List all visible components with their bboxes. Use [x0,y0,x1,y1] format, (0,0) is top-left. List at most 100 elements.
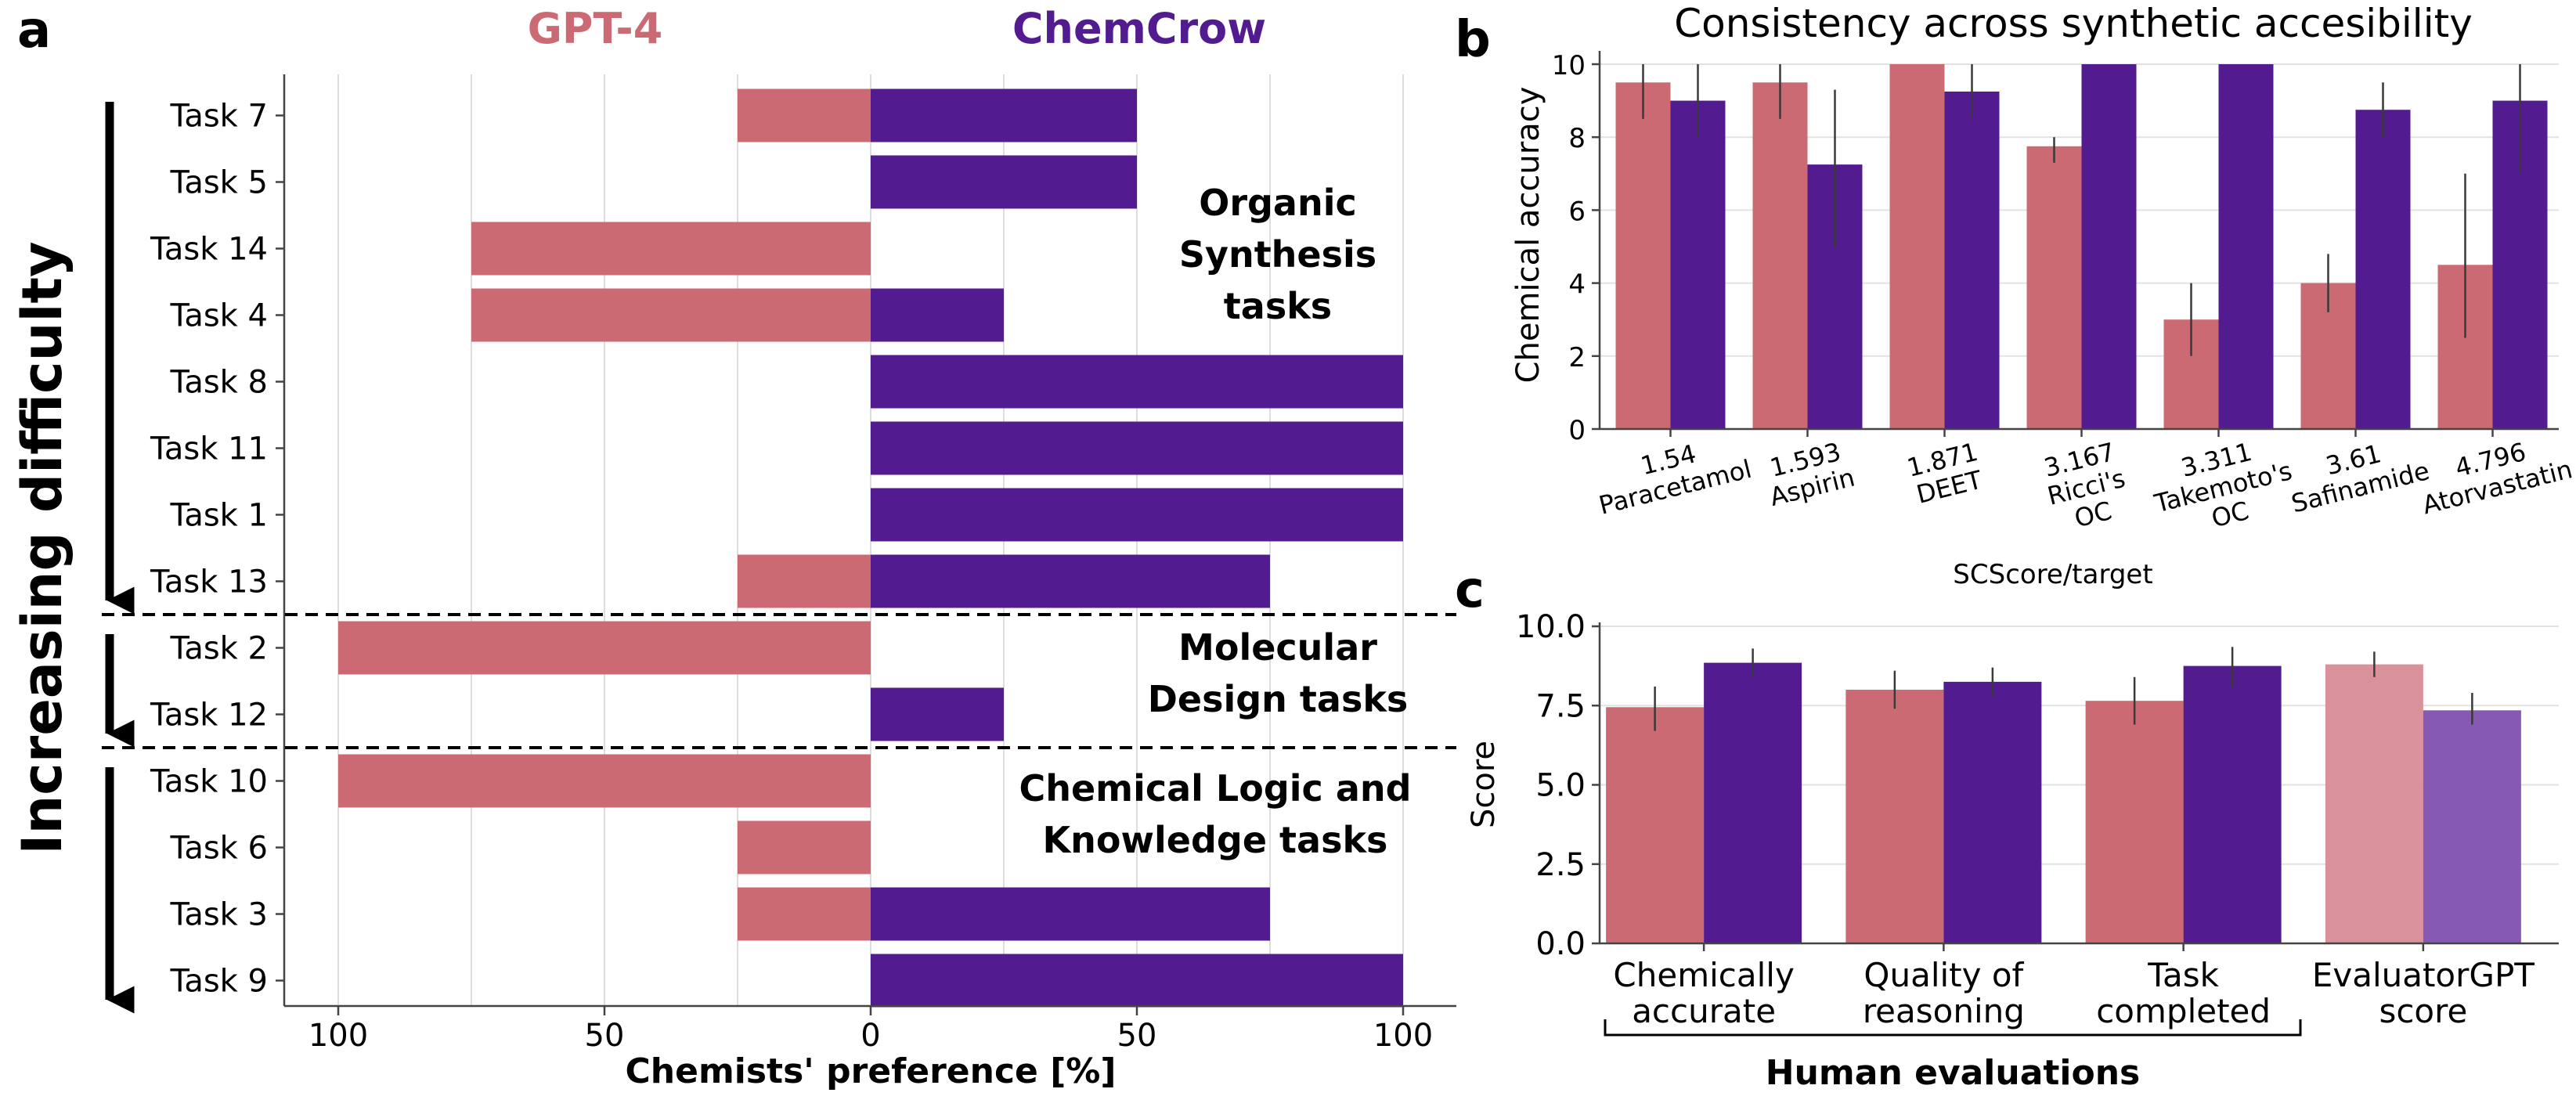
task-label: Task 8 [170,365,269,401]
bar-chemcrow [871,687,1004,741]
task-label: Task 5 [170,165,269,201]
group-label-line: Organic [1199,182,1357,224]
bar-chemcrow [1943,681,2042,943]
bar-gpt4 [338,621,871,675]
bar-gpt4 [471,288,871,342]
task-label: Task 11 [150,431,268,467]
x-tick-label: score [2379,992,2467,1030]
panel-a-x-ticks: 100 50 0 50 100 [308,1006,1433,1054]
bar-chemcrow [871,421,1403,475]
x-tick-label: 50 [585,1018,625,1054]
bar-gpt4 [2026,146,2082,429]
panel-c-bars [1606,647,2521,943]
panel-a-x-label: Chemists' preference [%] [625,1051,1116,1091]
task-label: Task 1 [170,498,269,534]
x-tick-label: 3.61Safinamide [2282,428,2433,518]
task-label: Task 9 [170,964,269,1000]
x-tick-label: 1.54Paracetamol [1589,427,1755,521]
bar-gpt4 [738,88,871,142]
y-tick-label: 10.0 [1516,609,1586,645]
x-tick-label: accurate [1632,992,1776,1030]
bar-chemcrow [871,488,1403,542]
y-tick-label: 2 [1568,342,1586,373]
x-tick-label: 0 [860,1018,880,1054]
x-tick-label: 1.871DEET [1904,437,1988,510]
x-tick-label: 1.593Aspirin [1760,435,1858,512]
x-tick-label: 100 [308,1018,368,1054]
bar-chemcrow [1670,100,1726,429]
group-label-line: Design tasks [1148,678,1409,720]
x-tick-label: reasoning [1863,992,2025,1030]
panel-b: b Consistency across synthetic accesibil… [1455,1,2575,590]
bar-gpt4 [471,222,871,276]
panel-label-c: c [1455,561,1485,619]
x-tick-label: 50 [1117,1018,1157,1054]
y-tick-label: 0 [1568,415,1586,446]
task-label: Task 13 [150,564,268,600]
group-label-line: Synthesis [1179,233,1376,276]
bar-chemcrow [871,288,1004,342]
bar-gpt4 [738,820,871,874]
bar-gpt4 [1845,690,1944,943]
x-tick-label: 3.167Ricci'sOC [2037,436,2134,539]
y-tick-label: 0.0 [1535,926,1586,962]
group-label-line: Molecular [1178,626,1377,669]
y-tick-label: 4 [1568,269,1586,301]
bar-gpt4 [1889,64,1945,429]
panel-a-group-dividers [102,613,1456,749]
panel-b-x-label: SCScore/target [1953,559,2152,590]
y-tick-label: 6 [1568,196,1586,227]
x-tick-label: Quality of [1863,956,2024,994]
panel-a-task-labels: Task 7 Task 5 Task 14 Task 4 Task 8 Task 11 Ta… [150,99,284,1000]
group-label-line: tasks [1224,285,1332,327]
group-label-line: Chemical Logic and [1019,767,1411,810]
y-tick-label: 10 [1552,50,1586,81]
task-label: Task 7 [170,99,269,135]
y-tick-label: 8 [1568,123,1586,154]
task-label: Task 3 [170,897,269,933]
legend-chemcrow: ChemCrow [1012,4,1266,53]
task-label: Task 2 [170,631,269,667]
y-tick-label: 2.5 [1535,847,1586,883]
panel-b-y-label: Chemical accuracy [1510,87,1546,384]
bar-chemcrow [2081,64,2137,429]
panel-b-bars [1615,64,2548,430]
bar-gpt4 [2325,664,2423,943]
bar-gpt4 [738,554,871,608]
panel-a-y-label: Increasing difficulty [10,241,74,854]
bar-gpt4 [1606,707,1705,943]
x-tick-label: 4.796Atorvastatin [2412,427,2575,520]
panel-c-bracket [1604,1019,2302,1037]
bar-gpt4 [1752,82,1808,430]
bar-chemcrow [2218,64,2274,429]
panel-c-y-label: Score [1466,741,1502,828]
panel-label-b: b [1455,11,1491,69]
bar-chemcrow [871,887,1270,941]
panel-b-title: Consistency across synthetic accesibilit… [1674,1,2473,46]
bar-chemcrow [1704,662,1802,943]
panel-a-bars [338,88,1403,1008]
y-tick-label: 5.0 [1535,768,1586,804]
x-tick-label: completed [2096,992,2271,1030]
bar-gpt4 [1615,82,1671,430]
bar-chemcrow [871,88,1137,142]
bar-chemcrow [2423,710,2521,943]
x-tick-label: 100 [1373,1018,1433,1054]
bar-chemcrow [1944,91,2000,429]
panel-label-a: a [17,2,51,59]
bar-chemcrow [871,954,1403,1008]
bar-chemcrow [871,554,1270,608]
legend-gpt4: GPT-4 [528,4,663,53]
panel-a-group-labels: Organic Synthesis tasks Molecular Design tas… [1019,182,1411,861]
panel-c-group-label: Human evaluations [1766,1053,2141,1093]
panel-b-y-ticks: 0 2 4 6 8 10 [1552,50,1600,446]
bar-chemcrow [871,155,1137,209]
bar-chemcrow [2355,110,2411,429]
task-label: Task 10 [150,764,268,800]
bar-chemcrow [2183,665,2282,943]
task-label: Task 12 [150,698,268,734]
